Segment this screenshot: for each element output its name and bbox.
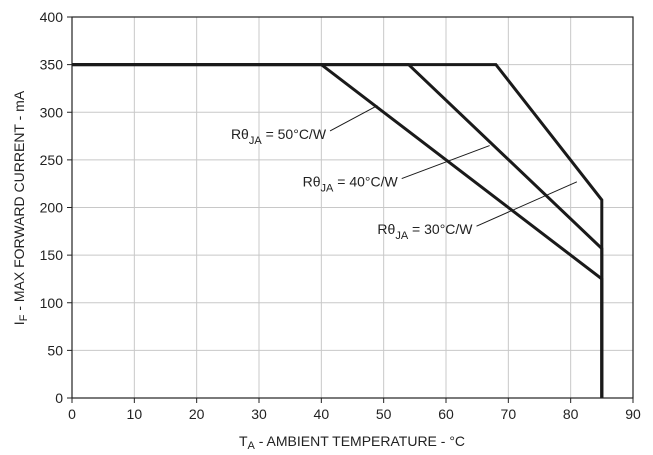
y-tick-label: 300 [40,104,64,120]
series-label-3: RθJA = 30°C/W [377,221,473,242]
x-tick-label: 0 [68,406,76,422]
series-label-rest: = 40°C/W [333,174,398,190]
y-tick-label: 400 [40,9,64,25]
y-tick-label: 150 [40,247,64,263]
y-axis-label-main: I [11,321,27,325]
series-label-2: RθJA = 40°C/W [303,174,399,195]
y-axis-label-rest: - MAX FORWARD CURRENT - mA [11,90,27,314]
x-axis-label-main: T [239,433,248,449]
y-tick-label: 100 [40,295,64,311]
series-label-sub: JA [395,230,409,242]
annotation-leader-line [476,181,578,227]
x-tick-label: 70 [501,406,517,422]
x-tick-label: 30 [251,406,267,422]
x-tick-label: 40 [314,406,330,422]
y-tick-label: 250 [40,152,64,168]
series-label-main: Rθ [231,126,249,142]
series-label-rest: = 50°C/W [262,126,327,142]
series-label-sub: JA [249,135,263,147]
plot-frame [71,16,634,399]
series-label-1: RθJA = 50°C/W [231,126,327,147]
y-tick-label: 0 [55,390,63,406]
y-axis-label: IF - MAX FORWARD CURRENT - mA [11,90,30,325]
y-tick-label: 350 [40,57,64,73]
x-axis-label-rest: - AMBIENT TEMPERATURE - °C [255,433,465,449]
tick-labels: 0 10 20 30 40 50 60 70 80 90 0 50 100 150 200 250 300 350… [40,9,641,422]
x-axis-label: TA - AMBIENT TEMPERATURE - °C [239,433,465,452]
series-label-main: Rθ [303,174,321,190]
series-label-rest: = 30°C/W [408,221,473,237]
series-line-3 [72,63,604,398]
y-axis-label-sub: F [18,314,30,321]
series-label-sub: JA [321,183,335,195]
x-axis-label-sub: A [248,440,256,452]
x-tick-label: 10 [127,406,143,422]
x-tick-label: 90 [625,406,641,422]
x-tick-label: 20 [189,406,205,422]
y-tick-label: 200 [40,200,64,216]
series-group [72,63,604,398]
x-tick-label: 50 [376,406,392,422]
annotation-leader-line [401,145,490,180]
annotation-leader-line [329,105,378,132]
x-tick-label: 80 [563,406,579,422]
series-label-main: Rθ [377,221,395,237]
y-tick-label: 50 [47,342,63,358]
x-tick-label: 60 [438,406,454,422]
